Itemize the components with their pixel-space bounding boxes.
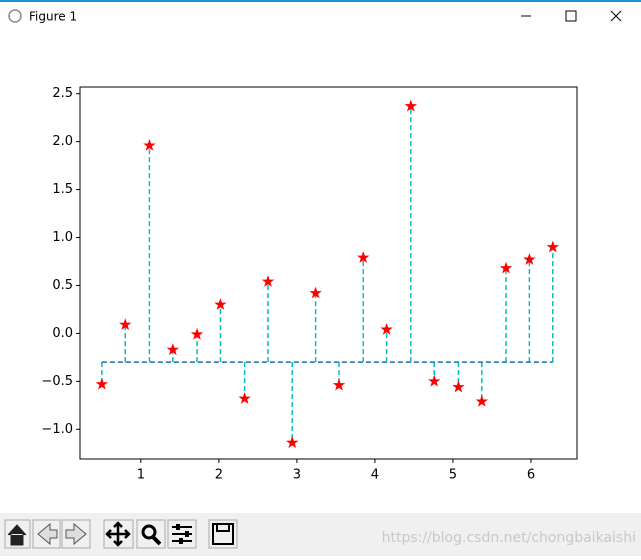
watermark: https://blog.csdn.net/chongbaikaishi	[382, 530, 636, 546]
window-title: Figure 1	[29, 10, 77, 24]
plot-area: −1.0 −0.5 0.0 0.5 1.0 1.5 2.0 2.5 1 2 3 4 5 6	[41, 86, 560, 483]
forward-button[interactable]	[61, 519, 91, 549]
stem-marker	[452, 380, 465, 393]
stem-marker	[428, 374, 441, 387]
stem-marker	[119, 318, 132, 331]
stem-marker	[475, 394, 489, 407]
y-tick-label: −1.0	[41, 422, 73, 437]
y-tick-label: 1.0	[52, 230, 73, 245]
stem-marker	[357, 251, 370, 263]
stem-marker	[286, 436, 299, 448]
axes-frame	[79, 86, 578, 460]
app-icon	[8, 9, 22, 23]
stem-marker	[332, 378, 346, 391]
x-tick-label: 4	[371, 468, 379, 483]
y-tick-label: −0.5	[41, 374, 73, 389]
x-tick-label: 3	[293, 468, 301, 483]
x-tick-label: 5	[449, 468, 457, 483]
save-button[interactable]	[208, 519, 238, 549]
stem-marker	[380, 323, 393, 335]
y-tick-label: 0.0	[52, 326, 73, 341]
x-tick-label: 2	[215, 468, 223, 483]
stem-marker	[309, 286, 322, 299]
pan-button[interactable]	[103, 519, 134, 549]
y-tick-label: 2.0	[52, 134, 73, 149]
stem-marker	[238, 392, 251, 404]
configure-button[interactable]	[167, 519, 197, 549]
stem-marker	[166, 343, 180, 355]
stem-marker	[214, 298, 227, 310]
stem-marker	[499, 261, 513, 274]
stem-marker	[404, 99, 418, 112]
stem-marker	[95, 377, 109, 390]
zoom-button[interactable]	[136, 519, 166, 549]
x-tick-label: 6	[527, 468, 535, 483]
x-tick-label: 1	[137, 468, 145, 483]
stem-marker	[190, 327, 204, 340]
maximize-button[interactable]	[565, 10, 577, 22]
y-tick-label: 1.5	[52, 182, 73, 197]
back-button[interactable]	[32, 519, 61, 549]
close-button[interactable]	[610, 10, 622, 22]
window-border	[0, 0, 641, 2]
stem-marker	[261, 275, 275, 287]
y-tick-label: 2.5	[52, 86, 73, 101]
y-tick-label: 0.5	[52, 278, 73, 293]
stem-marker	[546, 240, 560, 253]
stem-marker	[523, 253, 536, 265]
stem-marker	[143, 138, 156, 151]
home-button[interactable]	[4, 519, 31, 549]
